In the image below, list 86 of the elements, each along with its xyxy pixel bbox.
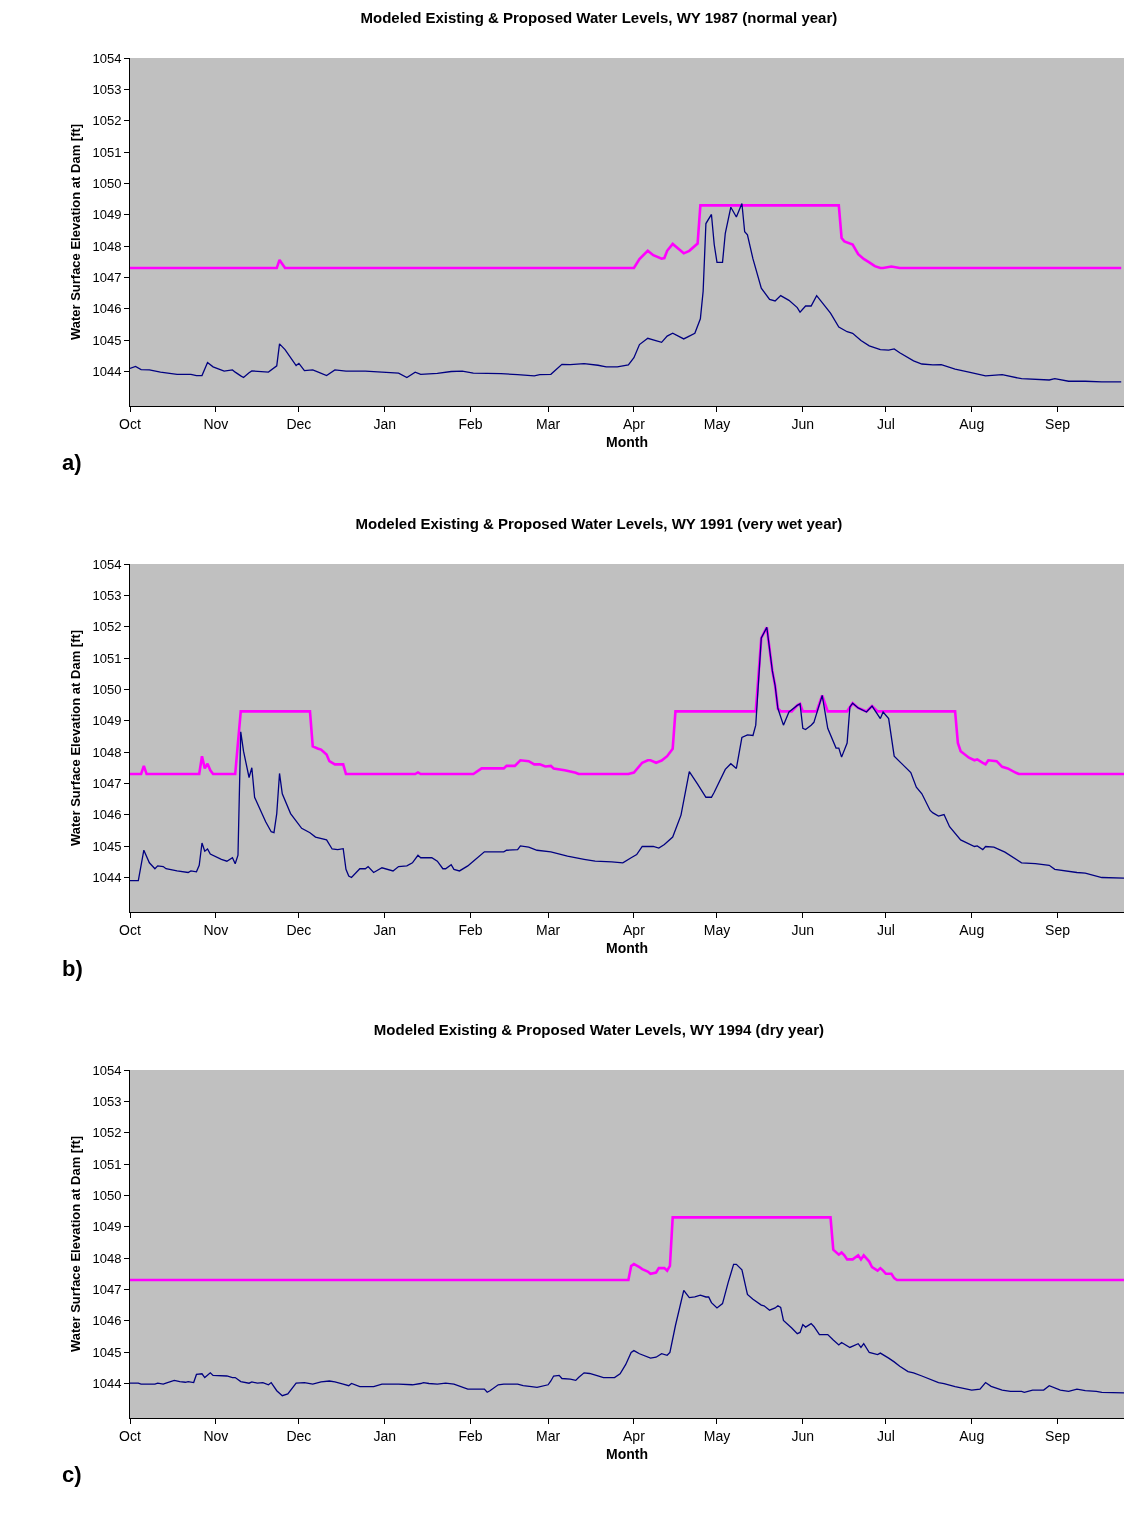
- x-tick-label: Mar: [536, 415, 561, 432]
- chart-title: Modeled Existing & Proposed Water Levels, WY 1991 (very wet year): [355, 515, 843, 533]
- chart-title: Modeled Existing & Proposed Water Levels, WY 1994 (dry year): [373, 1021, 824, 1039]
- text: c): [62, 1462, 82, 1487]
- y-tick-label: 1051: [92, 144, 122, 160]
- y-tick-label: 1048: [92, 1250, 122, 1266]
- y-tick-label: 1044: [92, 870, 122, 886]
- y-tick-label: 1045: [92, 838, 122, 854]
- y-tick-label: 1052: [92, 619, 122, 635]
- x-tick-label: Apr: [623, 1427, 646, 1444]
- x-tick-label: May: [703, 921, 731, 938]
- x-tick-label: Jun: [791, 415, 815, 432]
- y-tick-label: 1054: [92, 50, 122, 66]
- y-tick-label: 1044: [92, 1376, 122, 1392]
- x-tick-label: Aug: [959, 1427, 985, 1444]
- y-tick-label: 1054: [92, 1062, 122, 1078]
- x-tick-label: Sep: [1045, 1427, 1071, 1444]
- x-tick-label: Jan: [373, 415, 397, 432]
- x-tick-label: Apr: [623, 415, 646, 432]
- x-tick-label: Jun: [791, 1427, 815, 1444]
- y-axis-title: Water Surface Elevation at Dam [ft]: [68, 629, 84, 847]
- y-tick-label: 1049: [92, 1219, 122, 1235]
- x-tick-label: Dec: [286, 415, 312, 432]
- chart-title: Modeled Existing & Proposed Water Levels, WY 1987 (normal year): [360, 9, 838, 27]
- y-tick-label: 1045: [92, 332, 122, 348]
- x-tick-label: May: [703, 1427, 731, 1444]
- y-tick-label: 1048: [92, 744, 122, 760]
- x-tick-label: Mar: [536, 1427, 561, 1444]
- x-tick-label: Jun: [791, 921, 815, 938]
- x-tick-label: Jul: [876, 921, 895, 938]
- y-tick-label: 1050: [92, 1187, 122, 1203]
- x-tick-label: Mar: [536, 921, 561, 938]
- line-series: [130, 626, 1124, 882]
- y-tick-label: 1048: [92, 238, 122, 254]
- x-tick-label: Aug: [959, 921, 985, 938]
- x-tick-label: Feb: [458, 921, 483, 938]
- y-tick-label: 1045: [92, 1344, 122, 1360]
- x-tick-label: Apr: [623, 921, 646, 938]
- x-tick-label: Jul: [876, 415, 895, 432]
- x-axis-title: Month: [606, 434, 648, 451]
- x-tick-label: Nov: [203, 921, 229, 938]
- x-tick-label: Nov: [203, 415, 229, 432]
- y-tick-label: 1047: [92, 1282, 122, 1298]
- x-tick-label: Feb: [458, 415, 483, 432]
- y-tick-label: 1051: [92, 650, 122, 666]
- x-tick-label: Aug: [959, 415, 985, 432]
- x-tick-label: Sep: [1045, 415, 1071, 432]
- x-tick-label: Oct: [119, 415, 141, 432]
- text: a): [62, 450, 82, 475]
- y-tick-label: 1050: [92, 175, 122, 191]
- y-tick-label: 1044: [92, 364, 122, 380]
- y-tick-label: 1052: [92, 1125, 122, 1141]
- y-tick-label: 1051: [92, 1156, 122, 1172]
- y-tick-label: 1053: [92, 1093, 122, 1109]
- y-tick-label: 1049: [92, 713, 122, 729]
- x-axis-title: Month: [606, 940, 648, 957]
- y-tick-label: 1052: [92, 113, 122, 129]
- x-tick-label: Dec: [286, 921, 312, 938]
- x-tick-label: Jan: [373, 1427, 397, 1444]
- y-tick-label: 1050: [92, 681, 122, 697]
- y-tick-label: 1046: [92, 301, 122, 317]
- y-tick-label: 1047: [92, 270, 122, 286]
- line-series: [130, 202, 1122, 383]
- line-series: [130, 1263, 1124, 1397]
- x-axis-title: Month: [606, 1446, 648, 1463]
- y-tick-label: 1054: [92, 556, 122, 572]
- y-axis-title: Water Surface Elevation at Dam [ft]: [68, 123, 84, 341]
- y-tick-label: 1053: [92, 587, 122, 603]
- x-tick-label: Sep: [1045, 921, 1071, 938]
- text: b): [62, 956, 83, 981]
- y-tick-label: 1053: [92, 81, 122, 97]
- y-tick-label: 1046: [92, 1313, 122, 1329]
- y-tick-label: 1047: [92, 776, 122, 792]
- x-tick-label: Jul: [876, 1427, 895, 1444]
- y-axis-title: Water Surface Elevation at Dam [ft]: [68, 1135, 84, 1353]
- x-tick-label: Oct: [119, 1427, 141, 1444]
- y-tick-label: 1046: [92, 807, 122, 823]
- x-tick-label: May: [703, 415, 731, 432]
- x-tick-label: Nov: [203, 1427, 229, 1444]
- x-tick-label: Feb: [458, 1427, 483, 1444]
- y-tick-label: 1049: [92, 207, 122, 223]
- x-tick-label: Dec: [286, 1427, 312, 1444]
- line-series: [130, 1216, 1124, 1282]
- x-tick-label: Jan: [373, 921, 397, 938]
- line-series: [130, 204, 1123, 270]
- x-tick-label: Oct: [119, 921, 141, 938]
